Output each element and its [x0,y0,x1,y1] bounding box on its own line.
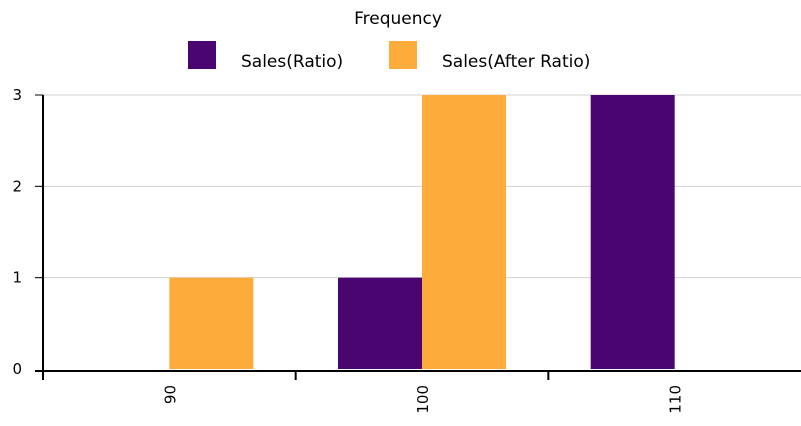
legend-label-sales-ratio: Sales(Ratio) [241,52,343,72]
y-axis-tick-labels: 0 1 2 3 [12,86,22,378]
axes [35,95,801,380]
legend-swatch-sales-ratio [188,41,216,69]
x-tick-label: 100 [414,385,432,414]
x-tick-label: 110 [667,385,685,414]
bar-sales-after-ratio--90 [169,277,254,369]
bars [169,95,675,369]
y-tick-label: 2 [12,177,22,195]
gridlines [35,94,801,279]
bar-sales-ratio--110 [590,95,675,369]
legend: Sales(Ratio) Sales(After Ratio) [188,41,590,72]
legend-title: Frequency [354,9,442,29]
bar-sales-after-ratio--100 [422,95,506,369]
bar-sales-ratio--100 [338,277,422,369]
x-axis-tick-labels: 90 100 110 [161,385,684,414]
y-tick-label: 3 [12,86,22,104]
x-tick-label: 90 [161,385,179,404]
y-tick-label: 0 [12,360,22,378]
legend-label-sales-after-ratio: Sales(After Ratio) [442,52,590,72]
y-tick-label: 1 [12,269,22,287]
legend-swatch-sales-after-ratio [389,41,417,69]
